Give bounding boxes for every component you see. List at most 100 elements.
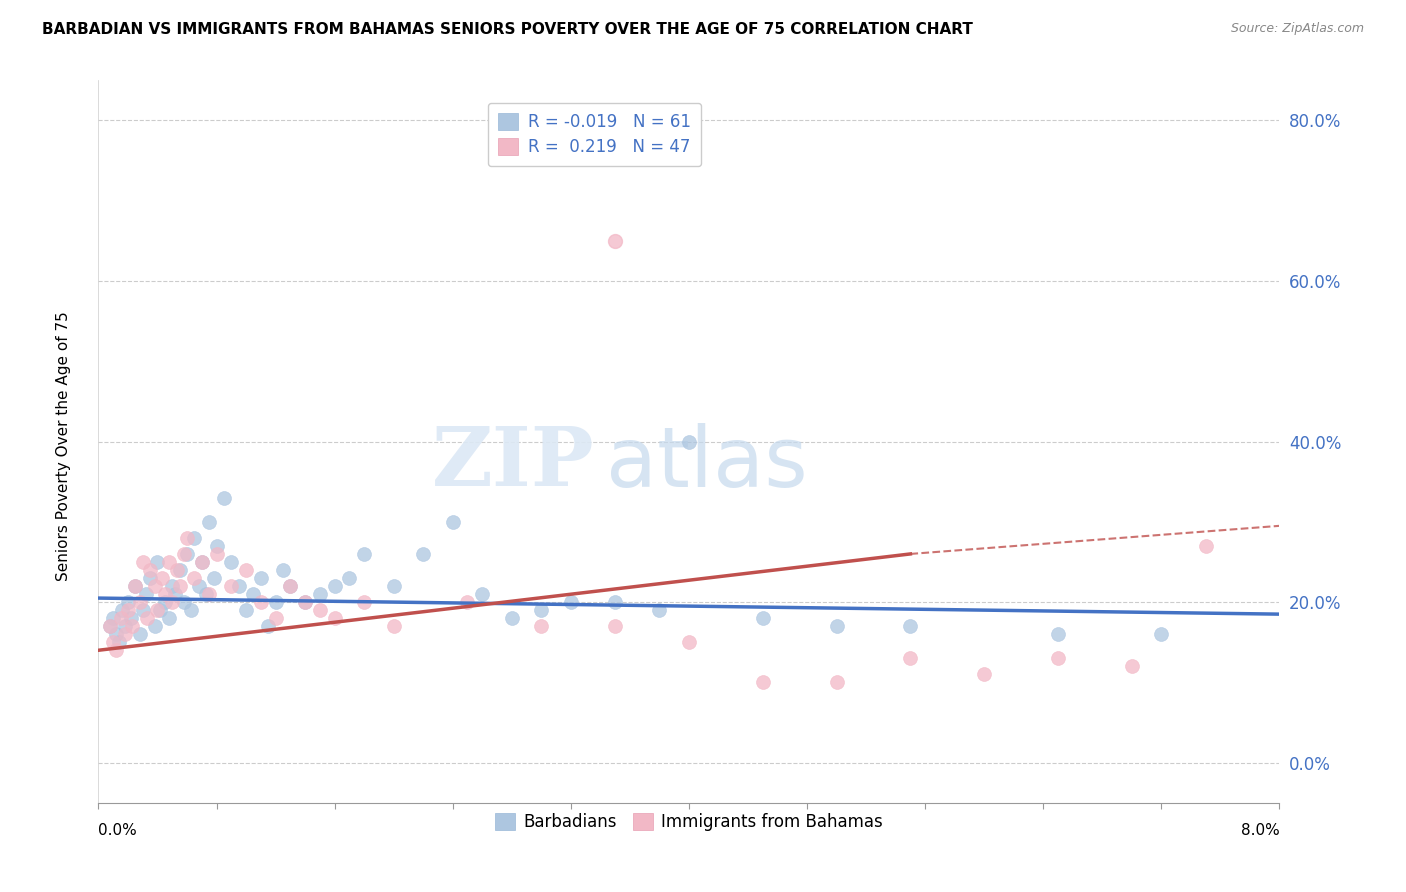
Point <box>530 603 553 617</box>
Point <box>149 603 172 617</box>
Point <box>825 675 848 690</box>
Point <box>228 579 250 593</box>
Point <box>1046 627 1070 641</box>
Point <box>294 595 316 609</box>
Point <box>132 603 155 617</box>
Point <box>128 627 150 641</box>
Legend: Barbadians, Immigrants from Bahamas: Barbadians, Immigrants from Bahamas <box>488 806 890 838</box>
Point <box>235 603 257 617</box>
Point <box>264 595 287 609</box>
Point <box>191 555 214 569</box>
Point <box>153 587 176 601</box>
Point <box>235 563 257 577</box>
Point <box>212 491 235 505</box>
Point <box>605 234 627 248</box>
Point <box>103 611 125 625</box>
Point <box>98 619 121 633</box>
Point <box>825 619 848 633</box>
Point <box>191 555 214 569</box>
Point <box>121 619 143 633</box>
Point <box>205 539 228 553</box>
Point <box>221 555 243 569</box>
Point <box>132 555 155 569</box>
Point <box>105 643 128 657</box>
Point <box>242 587 264 601</box>
Point <box>114 627 136 641</box>
Point <box>198 587 221 601</box>
Point <box>323 611 346 625</box>
Point <box>339 571 361 585</box>
Point <box>157 611 180 625</box>
Point <box>1150 627 1173 641</box>
Point <box>280 579 302 593</box>
Point <box>441 515 464 529</box>
Point <box>202 571 225 585</box>
Point <box>124 579 146 593</box>
Point <box>176 547 198 561</box>
Text: atlas: atlas <box>606 423 808 504</box>
Point <box>108 635 131 649</box>
Point <box>501 611 523 625</box>
Point <box>135 587 157 601</box>
Point <box>162 595 183 609</box>
Point <box>180 603 202 617</box>
Point <box>280 579 302 593</box>
Point <box>560 595 582 609</box>
Point <box>117 595 139 609</box>
Point <box>382 579 405 593</box>
Point <box>471 587 494 601</box>
Point <box>110 611 132 625</box>
Text: 8.0%: 8.0% <box>1240 823 1279 838</box>
Text: Source: ZipAtlas.com: Source: ZipAtlas.com <box>1230 22 1364 36</box>
Point <box>353 595 375 609</box>
Point <box>973 667 995 681</box>
Point <box>162 579 183 593</box>
Text: 0.0%: 0.0% <box>98 823 138 838</box>
Point <box>752 675 775 690</box>
Point <box>111 603 134 617</box>
Point <box>173 595 195 609</box>
Point <box>309 603 332 617</box>
Point <box>139 571 162 585</box>
Point <box>165 587 187 601</box>
Point <box>124 579 146 593</box>
Point <box>457 595 479 609</box>
Point <box>271 563 294 577</box>
Point <box>221 579 243 593</box>
Point <box>900 651 922 665</box>
Point <box>198 515 221 529</box>
Point <box>143 579 166 593</box>
Point <box>157 555 180 569</box>
Point <box>183 531 205 545</box>
Point <box>114 619 136 633</box>
Point <box>173 547 195 561</box>
Point <box>143 619 166 633</box>
Point <box>605 595 627 609</box>
Point <box>195 587 218 601</box>
Point <box>250 595 273 609</box>
Point <box>205 547 228 561</box>
Point <box>187 579 209 593</box>
Text: Seniors Poverty Over the Age of 75: Seniors Poverty Over the Age of 75 <box>56 311 70 581</box>
Point <box>264 611 287 625</box>
Point <box>128 595 150 609</box>
Point <box>176 531 198 545</box>
Point <box>105 627 128 641</box>
Point <box>153 595 176 609</box>
Point <box>353 547 375 561</box>
Point <box>1195 539 1218 553</box>
Text: BARBADIAN VS IMMIGRANTS FROM BAHAMAS SENIORS POVERTY OVER THE AGE OF 75 CORRELAT: BARBADIAN VS IMMIGRANTS FROM BAHAMAS SEN… <box>42 22 973 37</box>
Point <box>1121 659 1143 673</box>
Point <box>309 587 332 601</box>
Point <box>150 571 173 585</box>
Point <box>678 434 700 449</box>
Point <box>752 611 775 625</box>
Point <box>257 619 280 633</box>
Point <box>166 563 188 577</box>
Point <box>412 547 434 561</box>
Point <box>648 603 671 617</box>
Point <box>169 579 191 593</box>
Point <box>146 555 169 569</box>
Point <box>103 635 125 649</box>
Point <box>136 611 159 625</box>
